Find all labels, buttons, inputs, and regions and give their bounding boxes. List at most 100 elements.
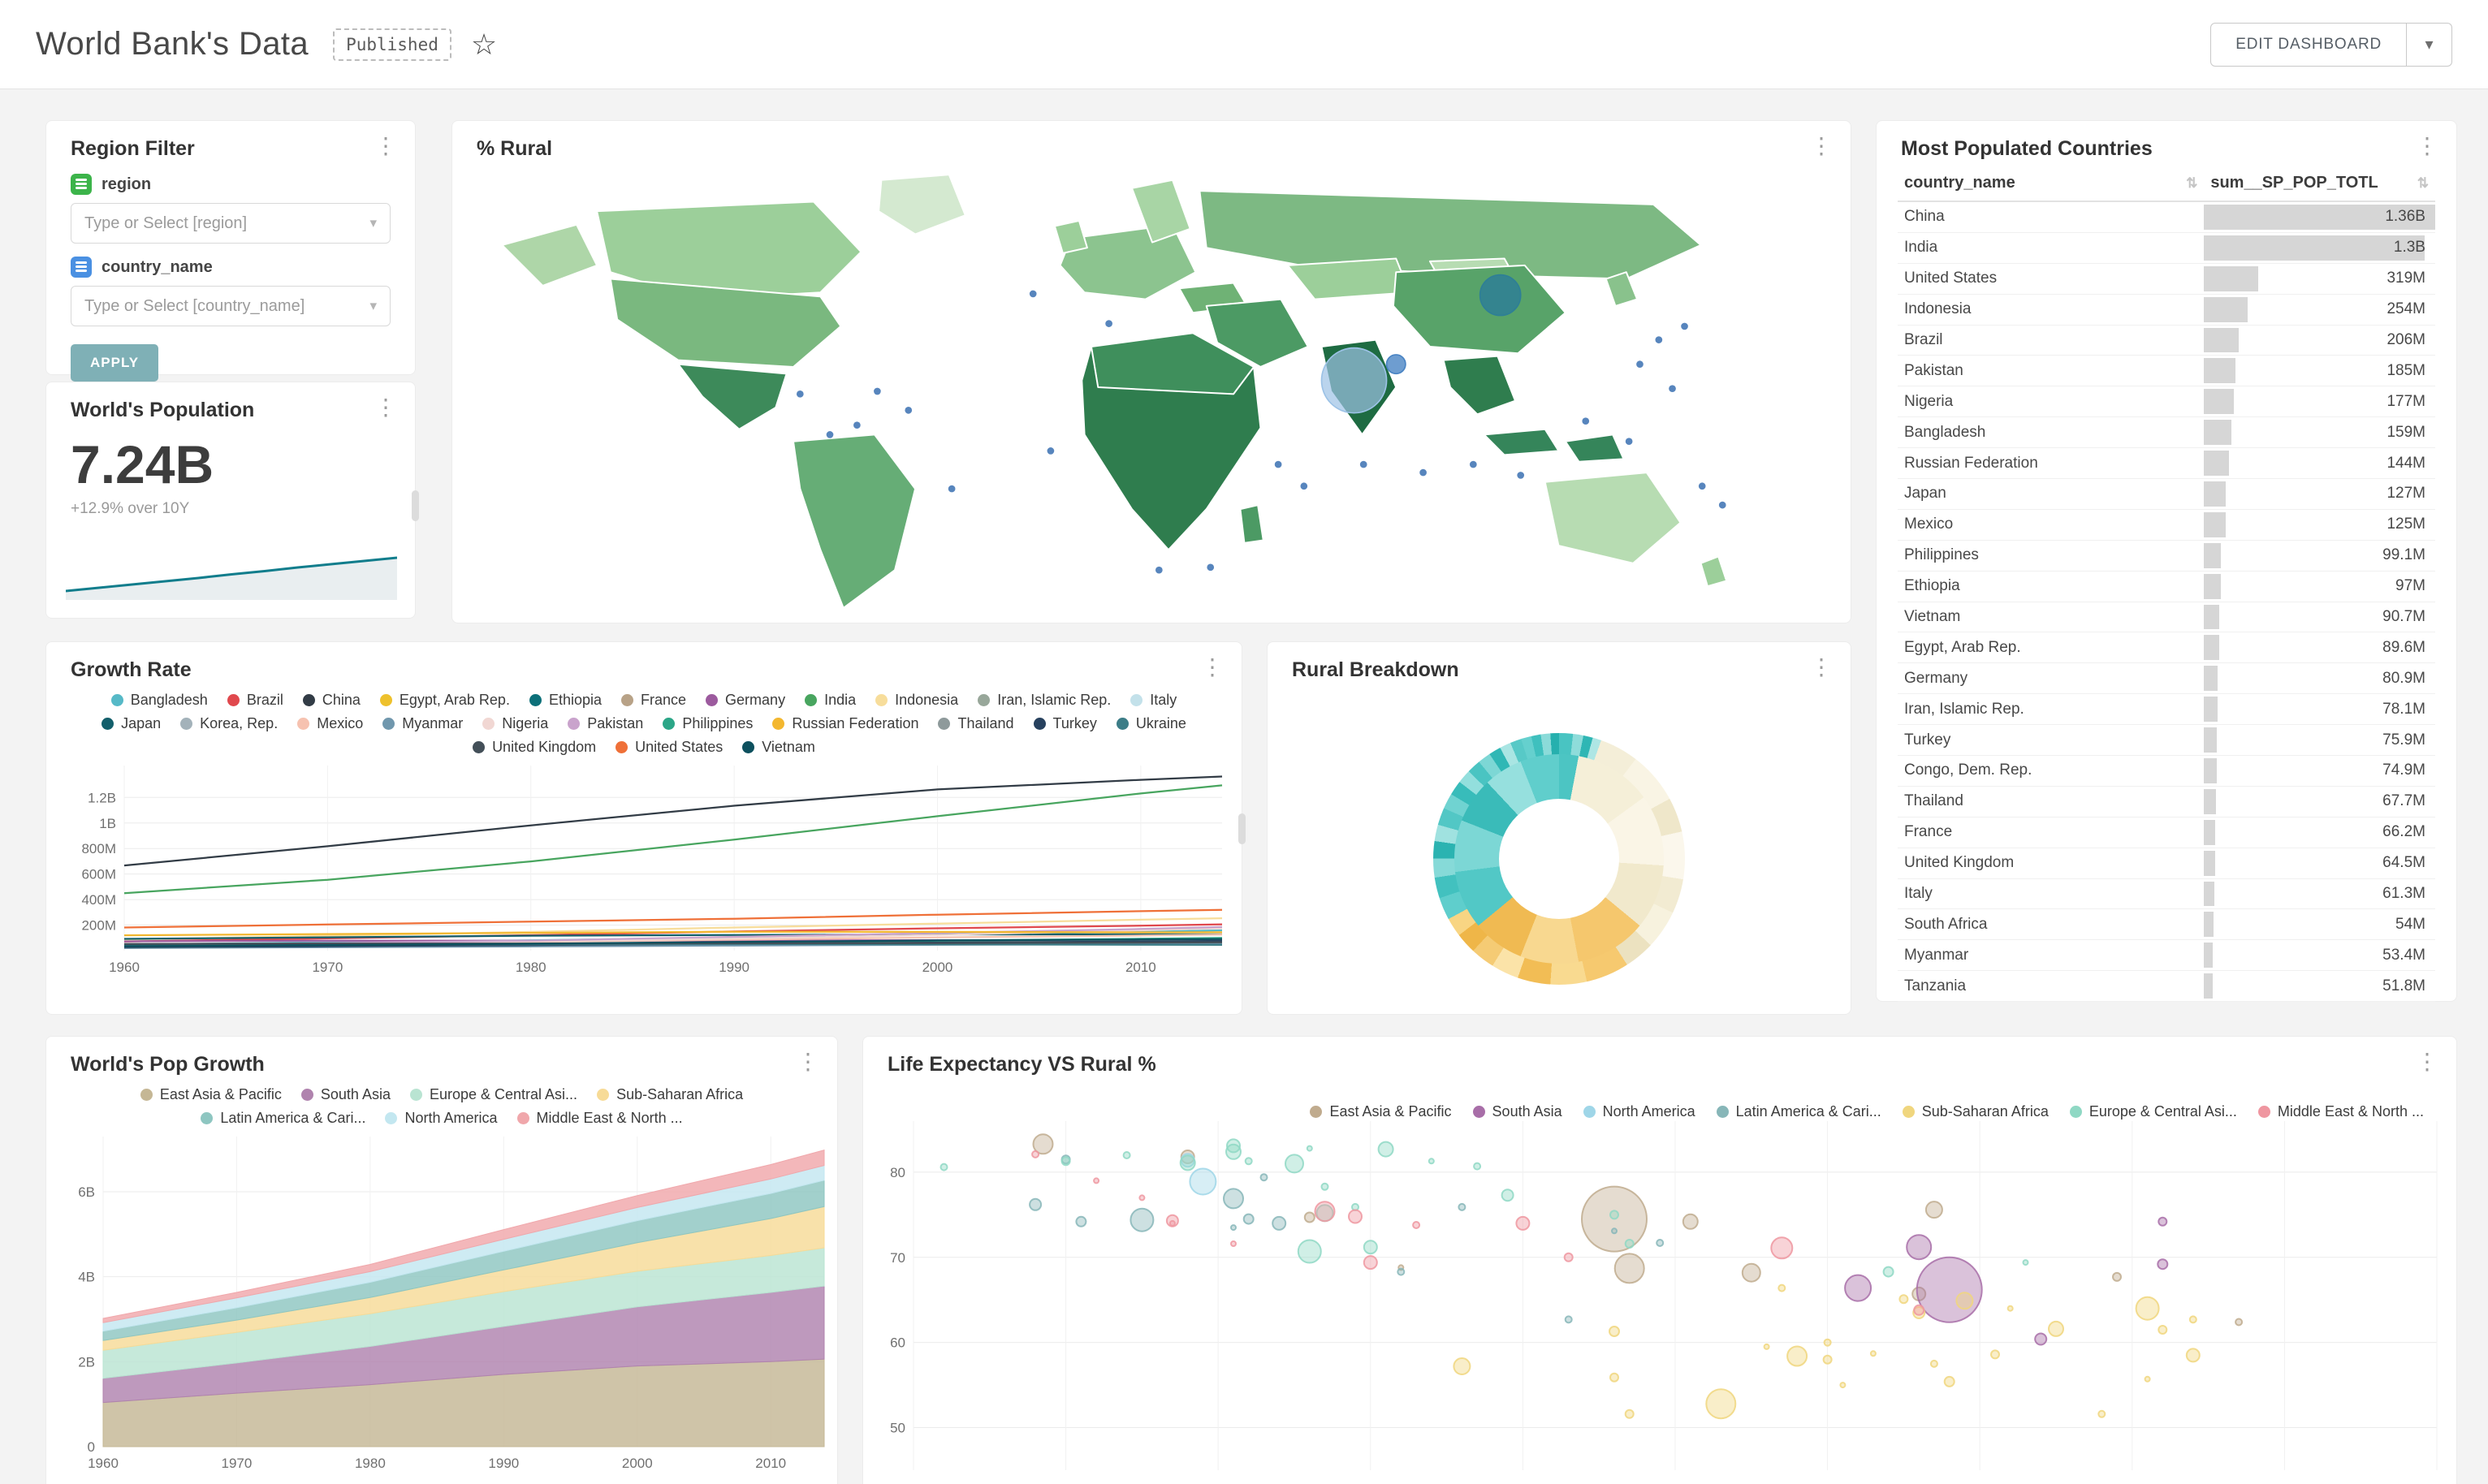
legend-item[interactable]: Thailand bbox=[938, 715, 1014, 732]
legend-item[interactable]: East Asia & Pacific bbox=[1310, 1103, 1452, 1120]
life-expectancy-scatter-chart[interactable]: 506070800102030405060708090100 bbox=[863, 1118, 2458, 1484]
resize-handle[interactable] bbox=[1238, 813, 1246, 844]
legend-item[interactable]: East Asia & Pacific bbox=[140, 1086, 282, 1103]
filter-icon bbox=[71, 257, 92, 278]
population-sparkline-chart[interactable] bbox=[66, 546, 397, 600]
pop-growth-area-chart[interactable]: 0 2B 4B 6B 1960 1970 1980 1990 2000 2010 bbox=[46, 1130, 839, 1479]
country-name-select[interactable]: Type or Select [country_name] ▾ bbox=[71, 286, 391, 326]
legend-item[interactable]: Middle East & North ... bbox=[516, 1110, 683, 1127]
legend-dot-icon bbox=[875, 694, 888, 706]
column-header-country[interactable]: country_name ⇅ bbox=[1898, 166, 2205, 202]
legend-item[interactable]: Europe & Central Asi... bbox=[2069, 1103, 2237, 1120]
legend-dot-icon bbox=[742, 741, 755, 753]
resize-handle[interactable] bbox=[412, 490, 419, 522]
legend-item[interactable]: Middle East & North ... bbox=[2257, 1103, 2424, 1120]
region-select[interactable]: Type or Select [region] ▾ bbox=[71, 203, 391, 244]
svg-text:800M: 800M bbox=[81, 841, 116, 856]
value-bar bbox=[2204, 604, 2220, 630]
rural-breakdown-donut-chart[interactable] bbox=[1433, 733, 1685, 985]
table-row: Brazil 206M bbox=[1898, 326, 2435, 356]
country-name-cell: Nigeria bbox=[1904, 392, 1954, 410]
value-bar bbox=[2204, 881, 2215, 907]
legend-item[interactable]: Italy bbox=[1130, 692, 1177, 709]
legend-item[interactable]: Turkey bbox=[1033, 715, 1097, 732]
legend-item[interactable]: Korea, Rep. bbox=[180, 715, 278, 732]
legend-dot-icon bbox=[302, 694, 315, 706]
value-bar bbox=[2204, 912, 2214, 938]
svg-text:1990: 1990 bbox=[719, 960, 749, 975]
kebab-menu-icon[interactable]: ⋮ bbox=[1810, 133, 1833, 158]
kebab-menu-icon[interactable]: ⋮ bbox=[374, 133, 397, 158]
population-value-cell: 89.6M bbox=[2204, 632, 2435, 662]
apply-button[interactable]: APPLY bbox=[71, 344, 159, 382]
legend-item[interactable]: Sub-Saharan Africa bbox=[597, 1086, 743, 1103]
world-choropleth-map[interactable] bbox=[475, 160, 1829, 615]
legend-item[interactable]: United Kingdom bbox=[473, 739, 596, 756]
status-badge[interactable]: Published bbox=[333, 28, 451, 61]
legend-label: France bbox=[641, 692, 687, 708]
legend-item[interactable]: United States bbox=[616, 739, 723, 756]
kebab-menu-icon[interactable]: ⋮ bbox=[1201, 654, 1224, 679]
legend-item[interactable]: Latin America & Cari... bbox=[1716, 1103, 1881, 1120]
legend-dot-icon bbox=[1902, 1106, 1915, 1118]
legend-item[interactable]: Vietnam bbox=[742, 739, 815, 756]
legend-item[interactable]: India bbox=[805, 692, 856, 709]
legend-item[interactable]: Indonesia bbox=[875, 692, 958, 709]
card-title: Life Expectancy VS Rural % bbox=[888, 1053, 1156, 1076]
legend-dot-icon bbox=[1583, 1106, 1596, 1118]
legend-item[interactable]: Japan bbox=[102, 715, 161, 732]
legend-item[interactable]: Nigeria bbox=[482, 715, 548, 732]
legend-item[interactable]: Bangladesh bbox=[110, 692, 208, 709]
legend-item[interactable]: Egypt, Arab Rep. bbox=[379, 692, 510, 709]
legend-item[interactable]: North America bbox=[385, 1110, 498, 1127]
legend-dot-icon bbox=[379, 694, 392, 706]
legend-item[interactable]: Ethiopia bbox=[529, 692, 602, 709]
legend-item[interactable]: Brazil bbox=[227, 692, 283, 709]
value-bar bbox=[2204, 205, 2435, 230]
legend-item[interactable]: Myanmar bbox=[382, 715, 463, 732]
legend-dot-icon bbox=[1130, 694, 1143, 706]
favorite-star-icon[interactable]: ☆ bbox=[470, 27, 498, 61]
column-header-population[interactable]: sum__SP_POP_TOTL ⇅ bbox=[2204, 166, 2435, 202]
legend-item[interactable]: Philippines bbox=[663, 715, 753, 732]
legend-item[interactable]: Germany bbox=[706, 692, 785, 709]
legend-item[interactable]: Ukraine bbox=[1116, 715, 1186, 732]
legend-label: Mexico bbox=[317, 715, 364, 731]
legend-label: Philippines bbox=[682, 715, 754, 731]
legend-item[interactable]: Latin America & Cari... bbox=[201, 1110, 365, 1127]
kebab-menu-icon[interactable]: ⋮ bbox=[797, 1049, 819, 1074]
legend-item[interactable]: South Asia bbox=[1472, 1103, 1562, 1120]
population-value-cell: 51.8M bbox=[2204, 971, 2435, 1001]
value-bar bbox=[2204, 758, 2217, 783]
population-value-cell: 61.3M bbox=[2204, 879, 2435, 909]
svg-text:0: 0 bbox=[88, 1439, 95, 1455]
legend-item[interactable]: North America bbox=[1583, 1103, 1695, 1120]
legend-item[interactable]: Russian Federation bbox=[772, 715, 918, 732]
edit-dashboard-button[interactable]: EDIT DASHBOARD bbox=[2210, 22, 2407, 67]
legend-item[interactable]: Mexico bbox=[297, 715, 363, 732]
legend-label: United States bbox=[635, 739, 724, 755]
header-menu-caret-button[interactable]: ▾ bbox=[2407, 22, 2452, 67]
table-row: Myanmar 53.4M bbox=[1898, 940, 2435, 972]
kebab-menu-icon[interactable]: ⋮ bbox=[374, 395, 397, 420]
table-row: Thailand 67.7M bbox=[1898, 787, 2435, 817]
legend-item[interactable]: France bbox=[621, 692, 686, 709]
legend-item[interactable]: Europe & Central Asi... bbox=[409, 1086, 577, 1103]
legend-item[interactable]: China bbox=[302, 692, 361, 709]
kebab-menu-icon[interactable]: ⋮ bbox=[2416, 1049, 2438, 1074]
legend-dot-icon bbox=[621, 694, 634, 706]
table-row: Nigeria 177M bbox=[1898, 386, 2435, 418]
legend-item[interactable]: Iran, Islamic Rep. bbox=[978, 692, 1111, 709]
value-bar bbox=[2204, 666, 2218, 692]
table-row: India 1.3B bbox=[1898, 233, 2435, 264]
population-value-cell: 64.5M bbox=[2204, 848, 2435, 878]
legend-item[interactable]: South Asia bbox=[300, 1086, 391, 1103]
growth-rate-line-chart[interactable]: 1.2B 1B 800M 600M 400M 200M 1960 1970 1980 1990 20… bbox=[46, 761, 1243, 978]
kebab-menu-icon[interactable]: ⋮ bbox=[2416, 133, 2438, 158]
legend-item[interactable]: Sub-Saharan Africa bbox=[1902, 1103, 2049, 1120]
legend-item[interactable]: Pakistan bbox=[568, 715, 643, 732]
legend-label: Europe & Central Asi... bbox=[2088, 1103, 2237, 1119]
value-bar bbox=[2204, 451, 2229, 477]
card-title: Growth Rate bbox=[71, 658, 192, 681]
kebab-menu-icon[interactable]: ⋮ bbox=[1810, 654, 1833, 679]
